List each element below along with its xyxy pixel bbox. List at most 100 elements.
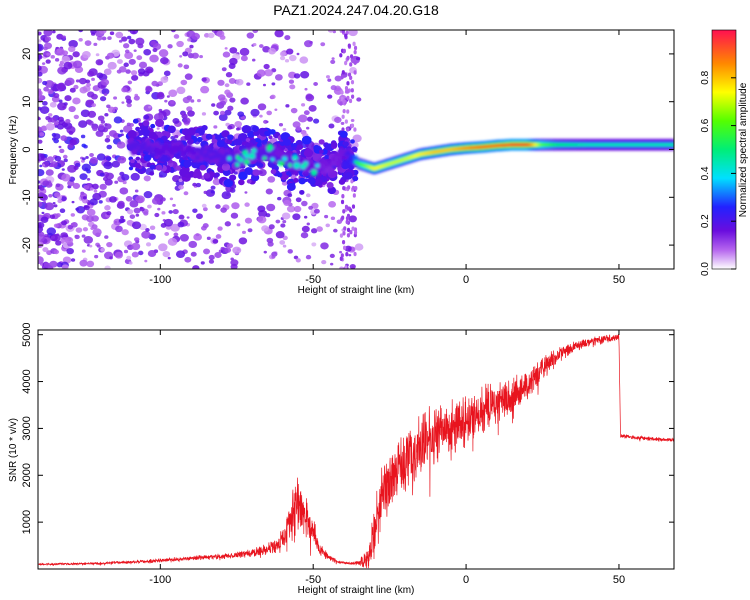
spectrogram-noise-blob xyxy=(143,191,153,199)
spectrogram-noise-blob xyxy=(81,249,86,253)
spectrogram-noise-blob xyxy=(117,133,122,138)
spectrogram-noise-blob xyxy=(38,192,45,198)
snr-panel: -100 -50 0 50 1000 2000 3000 4000 5000 Height o… xyxy=(8,322,675,596)
spectrogram-noise-blob xyxy=(233,171,238,175)
spectrogram-noise-blob xyxy=(320,42,326,47)
spectrogram-noise-blob xyxy=(181,112,185,116)
spectrogram-noise-blob xyxy=(47,119,53,123)
colorbar-tick-label: 0.4 xyxy=(700,166,711,180)
spectrogram-noise-blob xyxy=(339,53,343,58)
spectrogram-noise-blob xyxy=(82,51,91,59)
spectrogram-noise-blob xyxy=(340,199,345,205)
spectrogram-noise-blob xyxy=(106,104,111,109)
spectrogram-noise-blob xyxy=(263,119,268,124)
spectrogram-band-blob xyxy=(331,141,338,148)
spectrogram-noise-blob xyxy=(161,211,166,215)
spectrogram-ridge-spot xyxy=(292,154,299,161)
spectrogram-noise-blob xyxy=(124,51,134,60)
spectrogram-noise-blob xyxy=(132,31,136,34)
spectrogram-noise-blob xyxy=(86,260,95,268)
spectrogram-noise-blob xyxy=(106,52,115,59)
spectrogram-noise-blob xyxy=(237,111,245,117)
spectrogram-noise-blob xyxy=(320,242,329,250)
spectrogram-noise-blob xyxy=(78,38,83,42)
spectrogram-noise-blob xyxy=(109,256,113,260)
spectrogram-noise-blob xyxy=(344,265,348,269)
spectrogram-band-blob xyxy=(187,127,197,136)
spectrogram-noise-blob xyxy=(241,230,246,235)
spectrogram-ridge-spot xyxy=(300,163,306,170)
spectrogram-noise-blob xyxy=(46,156,54,163)
spectrogram-noise-blob xyxy=(129,200,139,208)
spectrogram-noise-blob xyxy=(227,125,233,130)
spectrogram-noise-blob xyxy=(224,89,231,95)
spectrogram-noise-blob xyxy=(38,234,45,242)
spectrogram-noise-blob xyxy=(85,79,91,84)
spectrogram-band-blob xyxy=(181,128,190,136)
spectrogram-noise-blob xyxy=(125,69,131,74)
spectrogram-noise-blob xyxy=(75,79,80,83)
spectrogram-noise-blob xyxy=(213,125,218,129)
spectrogram-noise-blob xyxy=(133,207,141,214)
spectrogram-noise-blob xyxy=(172,208,179,215)
spectrogram-noise-blob xyxy=(271,82,276,86)
spectrogram-y-tick-label: 10 xyxy=(21,96,33,108)
spectrogram-band-blob xyxy=(149,164,156,170)
spectrogram-band-blob xyxy=(222,169,231,177)
spectrogram-noise-blob xyxy=(348,98,353,104)
spectrogram-noise-blob xyxy=(38,251,41,256)
spectrogram-noise-blob xyxy=(72,51,80,58)
spectrogram-band-blob xyxy=(253,130,260,137)
spectrogram-noise-blob xyxy=(118,218,125,224)
spectrogram-noise-blob xyxy=(157,207,161,211)
spectrogram-noise-blob xyxy=(178,214,185,220)
spectrogram-noise-blob xyxy=(101,36,107,41)
spectrogram-ridge-spot xyxy=(244,159,250,166)
spectrogram-noise-blob xyxy=(283,199,291,207)
spectrogram-ridge-spot xyxy=(227,156,232,161)
spectrogram-band-blob xyxy=(221,163,231,171)
spectrogram-ridge-spot xyxy=(282,156,288,162)
spectrogram-noise-blob xyxy=(107,61,117,70)
spectrogram-noise-blob xyxy=(60,135,68,141)
spectrogram-noise-blob xyxy=(125,196,133,202)
spectrogram-noise-blob xyxy=(164,232,170,237)
spectrogram-noise-blob xyxy=(97,115,105,121)
spectrogram-noise-blob xyxy=(167,237,178,246)
spectrogram-noise-blob xyxy=(53,204,58,208)
spectrogram-noise-blob xyxy=(197,98,201,103)
spectrogram-ridge-mid xyxy=(213,148,219,155)
spectrogram-noise-blob xyxy=(48,193,53,198)
spectrogram-band-blob xyxy=(132,118,139,124)
spectrogram-noise-blob xyxy=(330,85,337,91)
spectrogram-noise-blob xyxy=(103,161,113,170)
spectrogram-noise-blob xyxy=(39,186,45,191)
spectrogram-noise-blob xyxy=(351,265,355,269)
spectrogram-noise-blob xyxy=(346,227,351,233)
spectrogram-band-blob xyxy=(155,164,163,171)
spectrogram-ridge-spot xyxy=(315,163,320,168)
spectrogram-noise-blob xyxy=(252,58,256,62)
spectrogram-noise-blob xyxy=(96,36,103,41)
spectrogram-noise-blob xyxy=(316,226,323,232)
spectrogram-noise-blob xyxy=(347,185,351,190)
spectrogram-noise-blob xyxy=(54,192,61,198)
spectrogram-noise-blob xyxy=(92,228,102,237)
spectrogram-noise-blob xyxy=(274,30,284,38)
spectrogram-noise-blob xyxy=(149,225,156,231)
spectrogram-noise-blob xyxy=(164,99,168,103)
spectrogram-noise-blob xyxy=(70,258,76,262)
spectrogram-noise-blob xyxy=(215,234,222,239)
spectrogram-band-blob xyxy=(211,138,218,144)
spectrogram-noise-blob xyxy=(201,203,207,208)
spectrogram-band-blob xyxy=(167,125,176,134)
spectrogram-noise-blob xyxy=(145,86,153,93)
spectrogram-noise-blob xyxy=(288,54,297,62)
spectrogram-noise-blob xyxy=(191,32,201,40)
snr-x-tick-label: 50 xyxy=(613,574,625,586)
spectrogram-noise-blob xyxy=(286,48,294,55)
spectrogram-noise-blob xyxy=(135,195,145,204)
spectrogram-noise-blob xyxy=(141,230,151,239)
spectrogram-band-blob xyxy=(205,133,213,140)
spectrogram-noise-blob xyxy=(232,246,242,255)
